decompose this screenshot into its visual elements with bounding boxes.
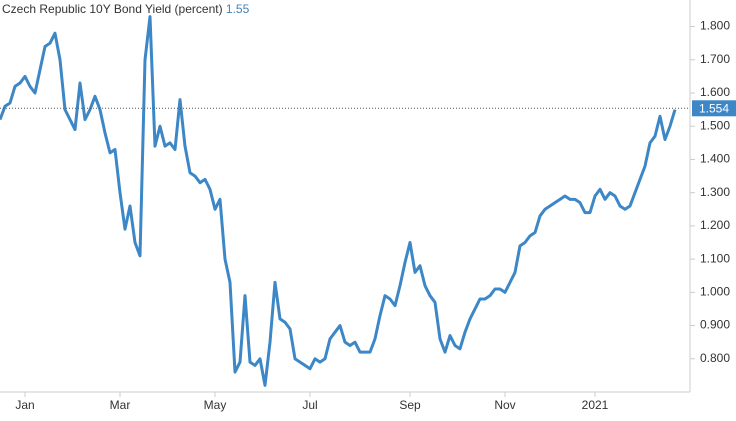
title-text: Czech Republic 10Y Bond Yield (percent) [2,2,223,16]
x-tick-label: 2021 [582,398,609,412]
y-tick-label: 1.600 [700,85,730,99]
x-tick-label: May [204,398,227,412]
x-tick-label: Jan [15,398,34,412]
x-tick-label: Sep [399,398,421,412]
y-tick-label: 1.100 [700,251,730,265]
y-tick-label: 1.400 [700,152,730,166]
last-value-box [692,100,736,117]
x-tick-label: Nov [494,398,515,412]
x-tick-label: Jul [302,398,317,412]
y-tick-label: 0.900 [700,318,730,332]
y-tick-label: 1.300 [700,185,730,199]
y-tick-label: 1.500 [700,118,730,132]
y-tick-label: 0.800 [700,351,730,365]
title-value: 1.55 [226,2,250,16]
y-tick-label: 1.700 [700,52,730,66]
chart-title: Czech Republic 10Y Bond Yield (percent) … [2,2,250,16]
y-tick-label: 1.000 [700,285,730,299]
y-tick-label: 1.800 [700,19,730,33]
line-series [0,15,677,387]
x-tick-label: Mar [110,398,131,412]
last-value-label: 1.554 [699,101,729,115]
y-tick-label: 1.200 [700,218,730,232]
